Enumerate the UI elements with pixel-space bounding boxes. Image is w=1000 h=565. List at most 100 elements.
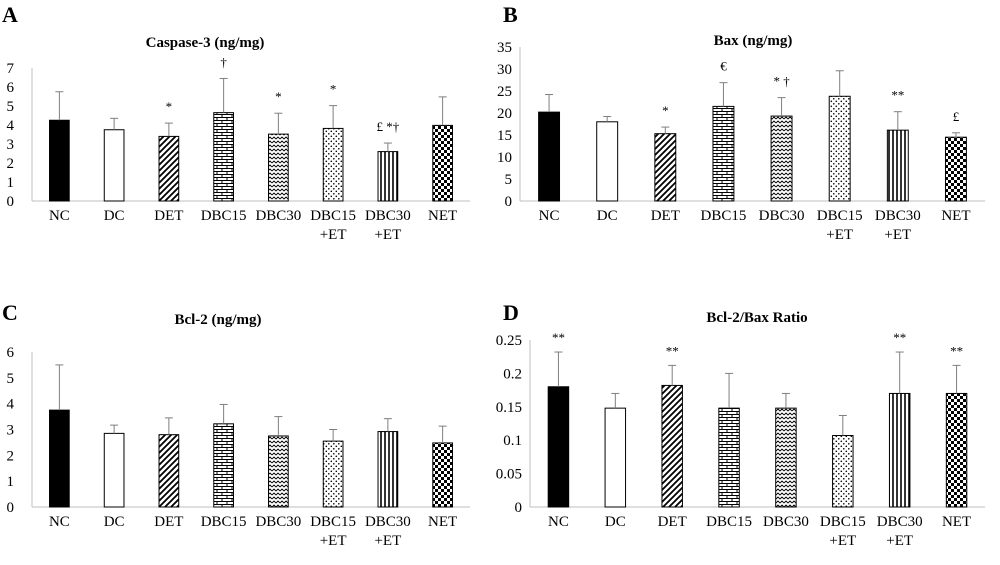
chart-title: Bcl-2 (ng/mg) [174, 312, 261, 328]
chart-panel-b: B Bax (ng/mg) 0 5 10 15 20 25 30 35 NC DC * DET € DBC15… [497, 2, 985, 243]
chart-title: Bcl-2/Bax Ratio [706, 310, 807, 326]
x-tick-label: +ET [320, 227, 347, 243]
x-tick-label: NET [941, 208, 970, 224]
bar-3 [213, 112, 234, 202]
panel-letter: D [503, 300, 519, 325]
bar-27 [718, 407, 740, 508]
y-tick-label: 2 [7, 448, 15, 464]
x-tick-label: +ET [374, 533, 401, 549]
y-tick-label: 0.2 [503, 366, 522, 382]
panel-letter: B [503, 2, 518, 27]
x-tick-label: DBC15 [310, 208, 356, 224]
y-tick-label: 0 [7, 500, 15, 516]
x-tick-label: DBC30 [875, 208, 921, 224]
x-tick-label: DBC15 [817, 208, 863, 224]
y-tick-label: 5 [7, 371, 15, 387]
bar-13 [828, 95, 851, 202]
x-tick-label: NC [49, 208, 70, 224]
y-tick-label: 5 [7, 99, 15, 115]
y-tick-label: 0 [505, 194, 513, 210]
x-tick-label: DBC30 [255, 208, 301, 224]
bar-30 [888, 392, 911, 508]
significance-mark: ** [891, 88, 904, 103]
bar-15 [944, 136, 967, 202]
bar-0 [49, 119, 70, 202]
significance-mark: † [220, 54, 227, 69]
significance-mark: * [166, 99, 173, 114]
x-tick-label: +ET [320, 533, 347, 549]
chart-panel-d: D Bcl-2/Bax Ratio 0 0.05 0.1 0.15 0.2 0.25 ** NC D… [496, 300, 985, 549]
bar-26 [661, 384, 683, 508]
x-tick-label: DBC15 [310, 514, 356, 530]
x-tick-label: DBC30 [877, 514, 923, 530]
y-tick-label: 5 [505, 172, 513, 188]
bar-4 [268, 133, 289, 202]
y-tick-label: 1 [7, 175, 15, 191]
bar-20 [268, 435, 289, 508]
bar-9 [596, 121, 619, 202]
x-tick-label: NC [548, 514, 569, 530]
x-tick-label: DBC15 [201, 514, 247, 530]
x-tick-label: DBC30 [255, 514, 301, 530]
significance-mark: £ [953, 109, 960, 124]
x-tick-label: DBC30 [365, 514, 411, 530]
bar-19 [213, 423, 234, 508]
significance-mark: ** [552, 330, 565, 345]
x-tick-label: +ET [884, 227, 911, 243]
bar-21 [322, 440, 344, 508]
x-tick-label: DET [154, 514, 183, 530]
x-tick-label: DC [104, 514, 125, 530]
significance-mark: * [275, 89, 282, 104]
chart-panel-a: A Caspase-3 (ng/mg) 0 1 2 3 4 5 6 7 NC DC * DET † DBC15… [2, 2, 470, 243]
bar-23 [432, 442, 453, 508]
x-tick-label: NC [49, 514, 70, 530]
significance-mark: € [720, 59, 727, 74]
x-tick-label: DBC30 [365, 208, 411, 224]
significance-mark: £ *† [377, 119, 400, 134]
bar-2 [158, 135, 180, 202]
bar-1 [103, 129, 125, 202]
bar-6 [377, 151, 399, 202]
significance-mark: * [330, 82, 337, 97]
bar-7 [432, 124, 453, 202]
x-tick-label: +ET [826, 227, 853, 243]
significance-mark: ** [950, 343, 963, 358]
y-tick-label: 3 [7, 423, 15, 439]
bar-12 [770, 115, 793, 202]
bar-18 [158, 434, 180, 508]
y-tick-label: 35 [497, 40, 512, 56]
significance-mark: ** [893, 330, 906, 345]
y-tick-label: 0.25 [496, 333, 522, 349]
x-tick-label: DC [605, 514, 626, 530]
y-tick-label: 25 [497, 84, 512, 100]
x-tick-label: DBC30 [759, 208, 805, 224]
bar-11 [712, 105, 735, 202]
y-tick-label: 30 [497, 62, 512, 78]
chart-title: Caspase-3 (ng/mg) [146, 35, 265, 51]
bar-24 [547, 386, 570, 508]
significance-mark: * † [773, 74, 790, 89]
y-tick-label: 0.15 [496, 400, 522, 416]
y-tick-label: 4 [7, 397, 15, 413]
panel-letter: C [2, 300, 18, 325]
y-tick-label: 6 [7, 80, 15, 96]
y-tick-label: 0 [7, 194, 15, 210]
significance-mark: * [662, 103, 669, 118]
y-tick-label: 2 [7, 156, 15, 172]
panel-letter: A [2, 2, 18, 27]
x-tick-label: +ET [886, 533, 913, 549]
bar-28 [775, 407, 797, 508]
x-tick-label: DET [651, 208, 680, 224]
significance-mark: ** [666, 343, 679, 358]
x-tick-label: +ET [829, 533, 856, 549]
bar-5 [322, 127, 344, 202]
bar-17 [103, 432, 125, 508]
bar-16 [49, 409, 70, 508]
y-tick-label: 0.05 [496, 467, 522, 483]
y-tick-label: 3 [7, 137, 15, 153]
x-tick-label: +ET [374, 227, 401, 243]
y-tick-label: 10 [497, 150, 512, 166]
y-tick-label: 20 [497, 106, 512, 122]
x-tick-label: DC [104, 208, 125, 224]
x-tick-label: DBC15 [706, 514, 752, 530]
